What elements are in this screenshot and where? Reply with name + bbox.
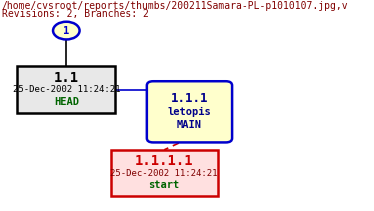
Text: /home/cvsroot/reports/thumbs/200211Samara-PL-p1010107.jpg,v: /home/cvsroot/reports/thumbs/200211Samar… [1, 1, 348, 11]
Text: Revisions: 2, Branches: 2: Revisions: 2, Branches: 2 [1, 9, 148, 19]
Text: letopis: letopis [168, 107, 211, 117]
Text: 25-Dec-2002 11:24:21: 25-Dec-2002 11:24:21 [13, 85, 120, 94]
Text: 1.1: 1.1 [54, 71, 79, 85]
Text: start: start [148, 180, 180, 190]
Text: 1: 1 [63, 26, 70, 36]
FancyBboxPatch shape [17, 66, 115, 113]
Text: MAIN: MAIN [177, 120, 202, 130]
FancyBboxPatch shape [147, 81, 232, 142]
Text: HEAD: HEAD [54, 97, 79, 107]
Text: 1.1.1.1: 1.1.1.1 [135, 154, 193, 168]
FancyBboxPatch shape [111, 150, 218, 196]
Text: 25-Dec-2002 11:24:21: 25-Dec-2002 11:24:21 [110, 169, 218, 177]
Text: 1.1.1: 1.1.1 [171, 92, 208, 105]
Circle shape [53, 22, 80, 39]
